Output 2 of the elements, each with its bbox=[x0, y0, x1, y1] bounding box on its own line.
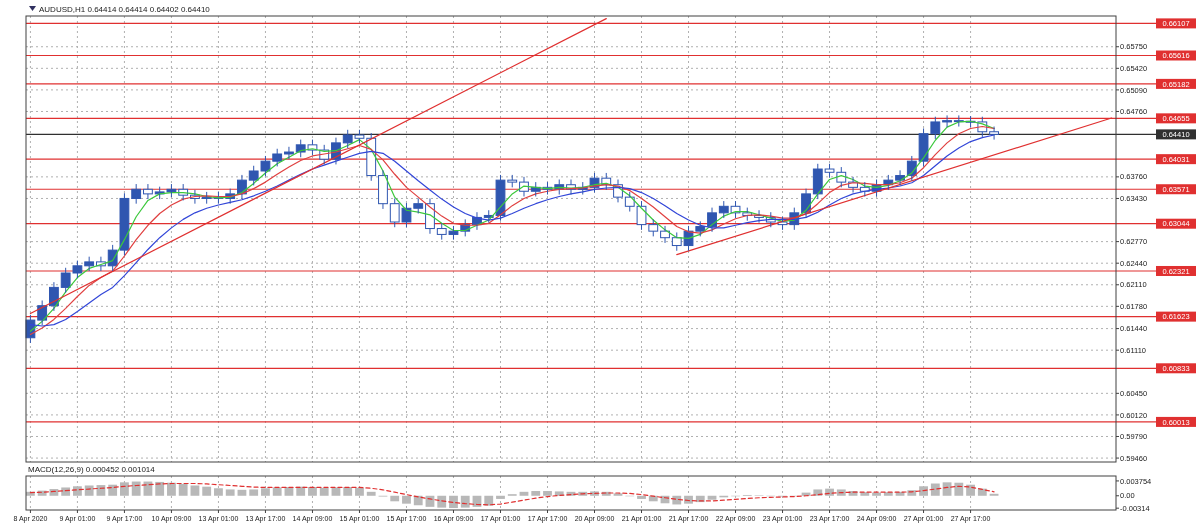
chart-title: MACD(12,26,9) 0.000452 0.001014 bbox=[28, 465, 156, 474]
chart-title: AUDUSD,H1 0.64414 0.64414 0.64402 0.64410 bbox=[39, 5, 211, 14]
